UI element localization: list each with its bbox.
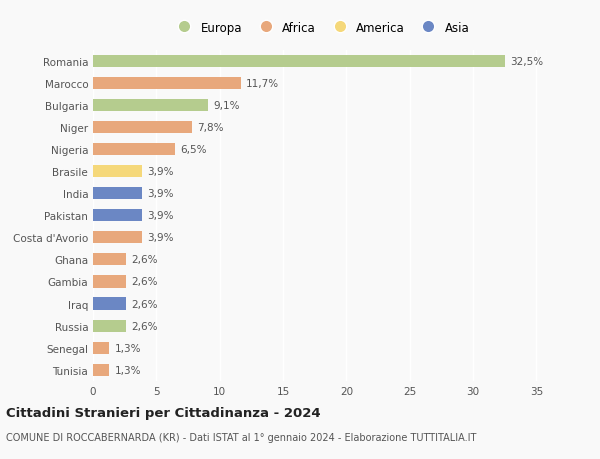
Legend: Europa, Africa, America, Asia: Europa, Africa, America, Asia: [169, 18, 473, 38]
Bar: [93, 144, 175, 156]
Bar: [93, 342, 109, 354]
Bar: [93, 78, 241, 90]
Bar: [93, 166, 142, 178]
Text: 2,6%: 2,6%: [131, 299, 157, 309]
Text: 11,7%: 11,7%: [246, 78, 280, 89]
Bar: [93, 188, 142, 200]
Bar: [93, 100, 208, 112]
Text: 2,6%: 2,6%: [131, 321, 157, 331]
Text: 6,5%: 6,5%: [181, 145, 207, 155]
Bar: [93, 298, 126, 310]
Bar: [93, 364, 109, 376]
Text: COMUNE DI ROCCABERNARDA (KR) - Dati ISTAT al 1° gennaio 2024 - Elaborazione TUTT: COMUNE DI ROCCABERNARDA (KR) - Dati ISTA…: [6, 432, 476, 442]
Text: 9,1%: 9,1%: [214, 101, 240, 111]
Text: 1,3%: 1,3%: [115, 365, 141, 375]
Bar: [93, 56, 505, 67]
Text: 2,6%: 2,6%: [131, 277, 157, 287]
Bar: [93, 254, 126, 266]
Text: 1,3%: 1,3%: [115, 343, 141, 353]
Text: 32,5%: 32,5%: [510, 56, 543, 67]
Text: 3,9%: 3,9%: [148, 167, 174, 177]
Bar: [93, 276, 126, 288]
Text: 7,8%: 7,8%: [197, 123, 223, 133]
Bar: [93, 210, 142, 222]
Bar: [93, 232, 142, 244]
Text: 3,9%: 3,9%: [148, 189, 174, 199]
Text: 3,9%: 3,9%: [148, 233, 174, 243]
Bar: [93, 320, 126, 332]
Text: 3,9%: 3,9%: [148, 211, 174, 221]
Text: Cittadini Stranieri per Cittadinanza - 2024: Cittadini Stranieri per Cittadinanza - 2…: [6, 406, 320, 419]
Bar: [93, 122, 192, 134]
Text: 2,6%: 2,6%: [131, 255, 157, 265]
